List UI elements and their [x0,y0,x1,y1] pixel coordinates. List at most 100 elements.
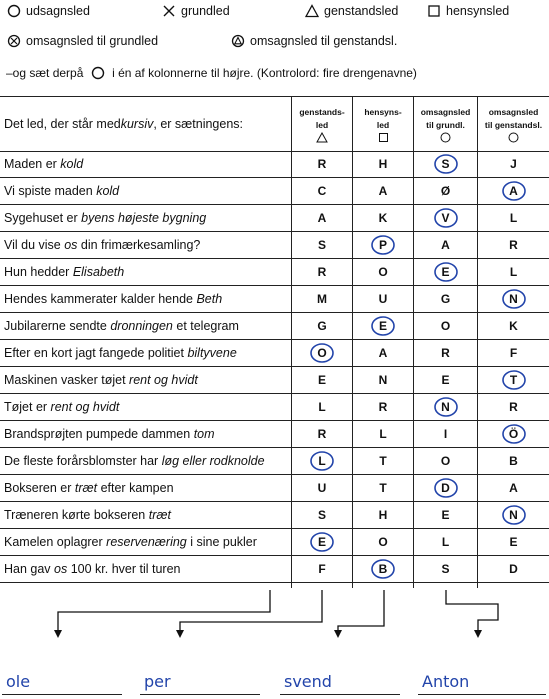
answer-cell[interactable]: Ö [478,420,549,447]
sentence-post: et telegram [173,319,239,333]
answer-cell[interactable]: U [353,285,413,312]
answer-cell[interactable]: N [478,285,549,312]
answer-cell[interactable]: A [353,339,413,366]
answer-cell[interactable]: O [414,312,477,339]
answer-cell[interactable]: L [292,393,352,420]
answer-cell[interactable]: L [478,258,549,285]
answer-cell[interactable]: E [353,312,413,339]
answer-cell[interactable]: I [414,420,477,447]
answer-cell[interactable]: T [478,366,549,393]
answer-cell[interactable]: D [414,474,477,501]
answer-cell[interactable]: E [478,528,549,555]
square-icon [426,4,442,18]
legend-label: omsagnsled til genstandsl. [250,34,397,48]
answer-cell[interactable]: M [292,285,352,312]
answer-line-4[interactable]: Anton [418,674,546,695]
answer-cell[interactable]: O [353,528,413,555]
table-row: Efter en kort jagt fangede politiet bilt… [0,339,549,367]
answer-cell[interactable]: J [478,150,549,177]
cell-letter: L [379,427,386,441]
answer-cell[interactable]: R [292,258,352,285]
instruction-before: –og sæt derpå [6,66,83,80]
cell-letter: L [510,211,517,225]
answer-cell[interactable]: V [414,204,477,231]
sentence-pre: Tøjet er [4,400,51,414]
answer-cell[interactable]: C [292,177,352,204]
cell-letter: R [318,265,327,279]
answer-cell[interactable]: F [478,339,549,366]
legend-label: hensynsled [446,4,509,18]
table-row: Træneren kørte bokseren træt S H E N [0,501,549,529]
cell-letter: L [318,400,325,414]
answer-cell[interactable]: R [353,393,413,420]
answer-cell[interactable]: T [353,447,413,474]
circle-icon [440,132,451,143]
cell-letter: E [318,373,326,387]
table-row: Han gav os 100 kr. hver til turen F B S D [0,555,549,583]
answer-cell[interactable]: S [292,501,352,528]
answer-cell[interactable]: R [414,339,477,366]
answer-cell[interactable]: B [478,447,549,474]
answer-line-1[interactable]: ole [2,674,122,695]
answer-cell[interactable]: R [292,420,352,447]
answer-cell[interactable]: O [414,447,477,474]
answer-cell[interactable]: H [353,501,413,528]
answer-text: Anton [422,672,469,691]
answer-cell[interactable]: B [353,555,413,582]
answer-cell[interactable]: O [292,339,352,366]
answer-cell[interactable]: L [478,204,549,231]
answer-cell[interactable]: L [292,447,352,474]
header-col4-line1: omsagnsled [489,106,539,119]
answer-cell[interactable]: E [414,258,477,285]
answer-cell[interactable]: O [353,258,413,285]
answer-cell[interactable]: N [414,393,477,420]
answer-cell[interactable]: S [292,231,352,258]
table-row: Sygehuset er byens højeste bygning A K V L [0,204,549,232]
answer-cell[interactable]: G [292,312,352,339]
answer-cell[interactable]: E [292,366,352,393]
answer-cell[interactable]: K [353,204,413,231]
sentence: Tøjet er rent og hvidt [4,393,119,420]
answer-cell[interactable]: G [414,285,477,312]
legend-row-2: omsagnsled til grundled omsagnsled til g… [6,34,546,54]
answer-cell[interactable]: H [353,150,413,177]
answer-cell[interactable]: N [478,501,549,528]
answer-cell[interactable]: A [414,231,477,258]
answer-cell[interactable]: A [292,204,352,231]
answer-cell[interactable]: Ø [414,177,477,204]
answer-cell[interactable]: E [292,528,352,555]
answer-cell[interactable]: S [414,150,477,177]
answer-cell[interactable]: F [292,555,352,582]
sentence: De fleste forårsblomster har løg eller r… [4,447,265,474]
sentence-italic: Elisabeth [73,265,124,279]
cell-letter: N [441,400,450,414]
answer-cell[interactable]: A [353,177,413,204]
answer-cell[interactable]: E [414,501,477,528]
cell-letter: L [442,535,449,549]
column-divider [291,96,292,588]
answer-line-2[interactable]: per [140,674,260,695]
sentence-italic: reservenæring [106,535,187,549]
cell-letter: P [379,238,387,252]
answer-cell[interactable]: R [292,150,352,177]
answer-cell[interactable]: E [414,366,477,393]
answer-line-3[interactable]: svend [280,674,400,695]
answer-cell[interactable]: T [353,474,413,501]
answer-cell[interactable]: R [478,231,549,258]
sentence-pre: Jubilarerne sendte [4,319,110,333]
answer-cell[interactable]: K [478,312,549,339]
answer-cell[interactable]: L [353,420,413,447]
answer-cell[interactable]: A [478,177,549,204]
answer-cell[interactable]: A [478,474,549,501]
cell-letter: D [441,481,450,495]
answer-cell[interactable]: P [353,231,413,258]
answer-cell[interactable]: D [478,555,549,582]
answer-cell[interactable]: R [478,393,549,420]
answer-cell[interactable]: L [414,528,477,555]
answer-cell[interactable]: N [353,366,413,393]
answer-cell[interactable]: S [414,555,477,582]
answer-cell[interactable]: U [292,474,352,501]
triangle-icon [316,132,328,143]
sentence-post: efter kampen [97,481,173,495]
cell-letter: C [318,184,327,198]
